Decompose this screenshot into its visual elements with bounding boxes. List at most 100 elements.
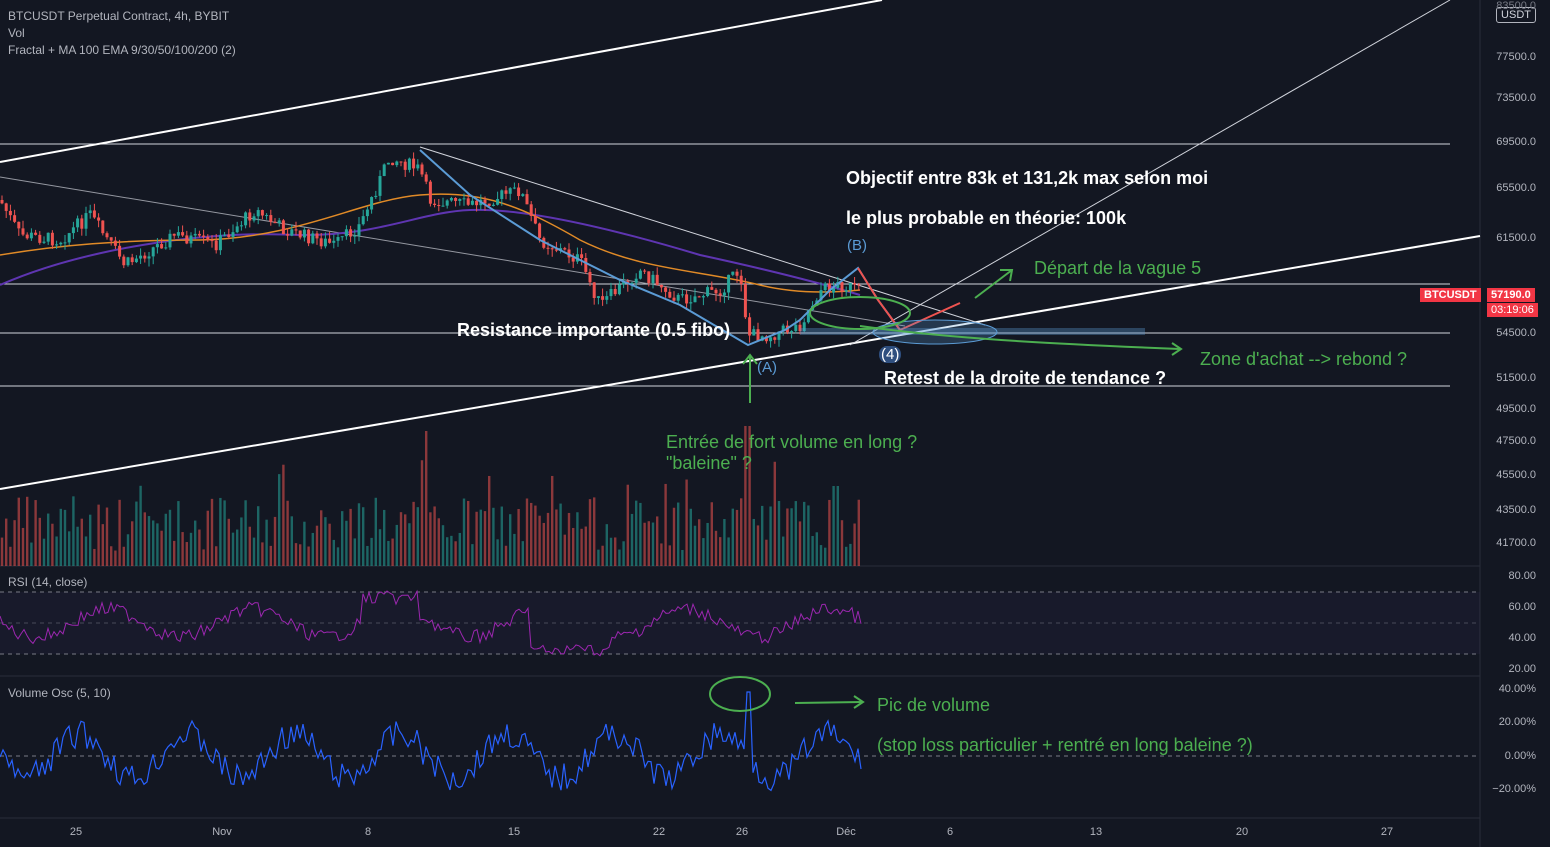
volume-bar bbox=[101, 524, 104, 566]
volume-bar bbox=[849, 543, 852, 566]
upper-channel-line[interactable] bbox=[0, 0, 883, 163]
candle-body bbox=[802, 322, 806, 332]
volume-bar bbox=[173, 540, 176, 566]
descending-resistance-line[interactable] bbox=[419, 146, 986, 326]
ma-50-line bbox=[0, 193, 861, 293]
volume-bar bbox=[336, 547, 340, 566]
stop-loss-note[interactable]: (stop loss particulier + rentré en long … bbox=[877, 735, 1253, 755]
lower-trend-line[interactable] bbox=[0, 235, 1481, 490]
wave-a-label[interactable]: (A) bbox=[757, 359, 777, 376]
volume-bar bbox=[315, 525, 319, 566]
rsi-tick: 60.00 bbox=[1508, 601, 1536, 613]
buy-zone-note[interactable]: Zone d'achat --> rebond ? bbox=[1200, 349, 1408, 369]
consolidation-circle[interactable] bbox=[809, 296, 911, 330]
osc-tick: 20.00% bbox=[1498, 716, 1536, 728]
wave-5-arrow[interactable] bbox=[974, 269, 1013, 299]
volume-bar bbox=[584, 526, 587, 566]
volume-bar bbox=[630, 513, 634, 566]
volume-bar bbox=[38, 517, 41, 566]
buy-zone-ellipse[interactable] bbox=[872, 319, 998, 345]
candle-body bbox=[336, 237, 340, 241]
candle-body bbox=[693, 296, 697, 303]
candle-body bbox=[605, 296, 609, 300]
candle-body bbox=[88, 210, 92, 214]
volume-bar bbox=[576, 512, 579, 566]
volume-bar bbox=[399, 512, 403, 566]
candle-body bbox=[525, 194, 529, 205]
candle-body bbox=[424, 174, 428, 182]
candle-body bbox=[344, 229, 348, 237]
volume-peak-arrow[interactable] bbox=[794, 701, 863, 704]
volume-osc-pane-label[interactable]: Volume Osc (5, 10) bbox=[8, 686, 111, 700]
elliott-wave-path[interactable] bbox=[419, 149, 901, 347]
volume-entry-note[interactable]: Entrée de fort volume en long ? bbox=[666, 432, 918, 452]
legend-indicator[interactable]: Fractal + MA 100 EMA 9/30/50/100/200 (2) bbox=[8, 43, 236, 57]
resistance-note[interactable]: Resistance importante (0.5 fibo) bbox=[457, 320, 731, 340]
candle-body bbox=[286, 234, 290, 236]
volume-bar bbox=[551, 475, 554, 566]
candle-body bbox=[332, 240, 336, 243]
candle-body bbox=[256, 210, 260, 217]
candle-body bbox=[349, 229, 353, 237]
rsi-tick: 40.00 bbox=[1508, 632, 1536, 644]
candle-body bbox=[269, 215, 273, 222]
volume-bar bbox=[555, 509, 558, 566]
volume-bar bbox=[408, 523, 411, 566]
candle-body bbox=[853, 283, 857, 285]
rsi-pane-label[interactable]: RSI (14, close) bbox=[8, 575, 88, 589]
volume-bar bbox=[370, 537, 373, 566]
buy-zone-rect[interactable] bbox=[800, 328, 1145, 335]
legend-symbol[interactable]: BTCUSDT Perpetual Contract, 4h, BYBIT bbox=[8, 9, 230, 23]
whale-note[interactable]: "baleine" ? bbox=[666, 453, 752, 473]
candle-body bbox=[819, 290, 823, 301]
volume-bar bbox=[786, 508, 789, 566]
candle-body bbox=[563, 248, 567, 250]
volume-bar bbox=[236, 529, 239, 566]
volume-bar bbox=[664, 483, 667, 566]
projected-drop-path[interactable] bbox=[857, 267, 901, 331]
volume-bar bbox=[588, 499, 592, 566]
candle-body bbox=[651, 274, 655, 284]
volume-bar bbox=[160, 530, 163, 566]
candle-body bbox=[521, 194, 525, 197]
candle-body bbox=[63, 242, 67, 244]
candle-body bbox=[538, 223, 542, 238]
volume-bar bbox=[807, 505, 810, 566]
projection-line[interactable] bbox=[849, 0, 1451, 346]
retest-note[interactable]: Retest de la droite de tendance ? bbox=[884, 368, 1167, 388]
volume-bar bbox=[744, 426, 747, 566]
candle-body bbox=[710, 287, 714, 290]
candle-body bbox=[378, 176, 382, 196]
volume-peak-note[interactable]: Pic de volume bbox=[877, 695, 991, 715]
volume-bar bbox=[756, 525, 760, 566]
volume-bar bbox=[51, 523, 54, 566]
volume-bar bbox=[530, 502, 533, 566]
objective-note[interactable]: Objectif entre 83k et 131,2k max selon m… bbox=[846, 168, 1209, 188]
currency-badge[interactable]: USDT bbox=[1496, 7, 1536, 23]
legend-volume[interactable]: Vol bbox=[8, 26, 25, 40]
candle-body bbox=[697, 296, 701, 298]
candle-body bbox=[139, 255, 143, 259]
volume-bar bbox=[773, 461, 776, 566]
wave-5-note[interactable]: Départ de la vague 5 bbox=[1034, 258, 1202, 278]
volume-bar bbox=[727, 537, 730, 566]
wave-b-label[interactable]: (B) bbox=[847, 237, 867, 254]
volume-bar bbox=[341, 511, 344, 566]
wave-4-label[interactable]: (4) bbox=[879, 346, 902, 363]
projected-rebound-path[interactable] bbox=[899, 302, 961, 331]
volume-peak-circle[interactable] bbox=[709, 676, 771, 712]
volume-bar bbox=[131, 521, 134, 566]
candle-body bbox=[735, 271, 739, 276]
descending-wedge-line[interactable] bbox=[0, 176, 906, 327]
probable-target-note[interactable]: le plus probable en théorie: 100k bbox=[846, 208, 1127, 228]
volume-bar bbox=[483, 511, 487, 566]
candle-body bbox=[67, 233, 71, 243]
volume-bar bbox=[824, 547, 827, 566]
volume-bar bbox=[252, 537, 256, 566]
volume-bar bbox=[500, 506, 503, 566]
candle-body bbox=[235, 226, 239, 233]
buy-zone-arrow[interactable] bbox=[859, 325, 1181, 350]
volume-bar bbox=[479, 509, 482, 566]
candle-body bbox=[206, 236, 210, 241]
